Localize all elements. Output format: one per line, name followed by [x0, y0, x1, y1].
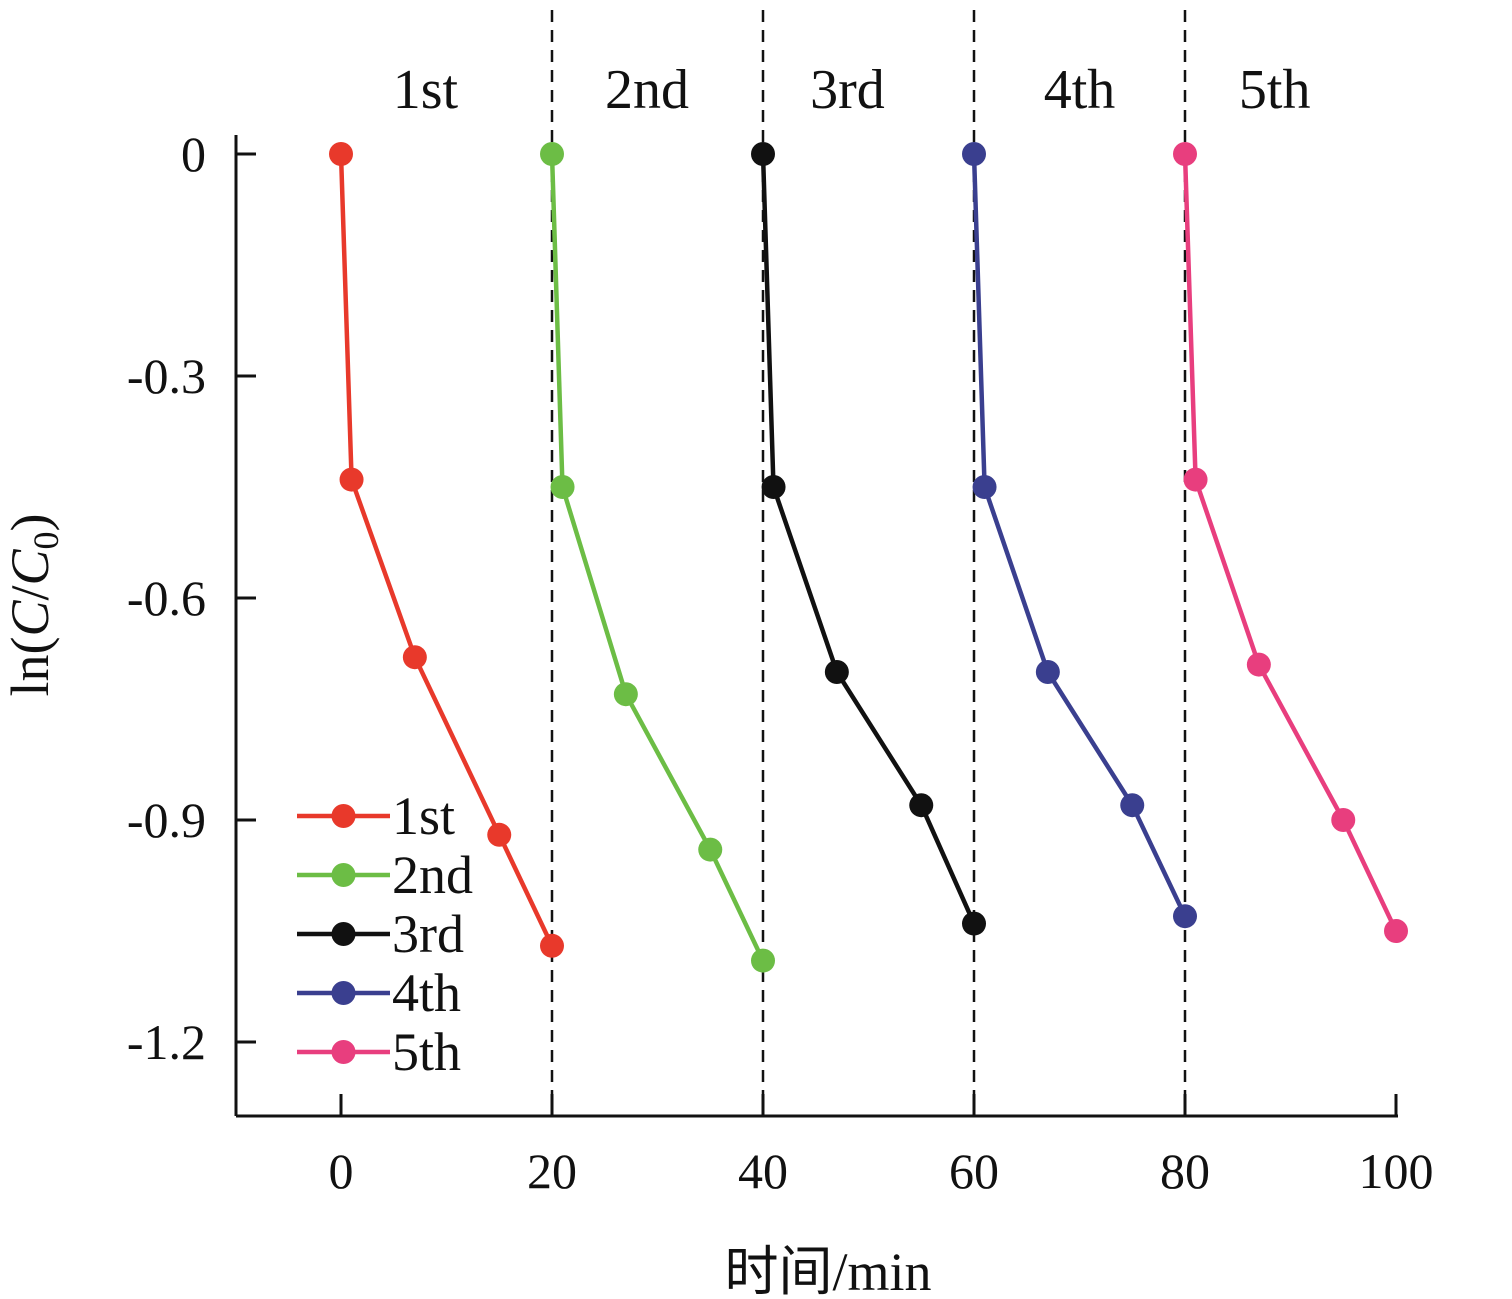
y-axis-title-suffix: )	[0, 513, 60, 531]
data-point	[1173, 904, 1197, 929]
series-line	[760, 153, 977, 925]
legend-marker	[331, 863, 356, 887]
series-3rd	[751, 142, 986, 936]
y-tick-label: -1.2	[127, 1014, 206, 1070]
data-point	[761, 475, 786, 499]
series-2nd	[540, 142, 775, 973]
legend-label: 2nd	[392, 845, 473, 905]
y-tick-label: 0	[181, 126, 206, 182]
y-axis-title-c1: C	[0, 600, 60, 637]
y-axis-title-c2: C	[0, 548, 60, 585]
data-point	[824, 660, 849, 684]
data-point	[972, 475, 997, 499]
data-point	[962, 911, 986, 936]
data-point	[540, 933, 564, 958]
data-point	[698, 837, 723, 862]
legend-marker	[331, 922, 356, 946]
series-line	[1182, 153, 1399, 932]
legend-marker	[331, 804, 356, 828]
series-line	[971, 153, 1188, 918]
y-axis-title-prefix: ln(	[0, 637, 60, 697]
x-axis-title: 时间/min	[724, 1242, 931, 1299]
series-line	[549, 153, 766, 962]
data-point	[909, 793, 934, 818]
y-tick-label: -0.6	[127, 570, 206, 626]
cycle-label: 4th	[1044, 59, 1116, 121]
data-point	[487, 822, 512, 847]
x-tick-label: 80	[1160, 1143, 1210, 1199]
data-point	[540, 142, 564, 166]
data-point	[962, 142, 986, 166]
y-axis-title-slash: /	[0, 585, 60, 600]
cycle-boundaries: 1st 2nd 3rd 4th 5th	[393, 10, 1311, 1116]
x-tick-label: 100	[1359, 1143, 1434, 1199]
data-point	[402, 645, 427, 670]
y-tick-label: -0.3	[127, 348, 206, 404]
y-tick-label: -0.9	[127, 792, 206, 848]
x-tick-label: 40	[738, 1143, 788, 1199]
x-tick-label: 20	[527, 1143, 577, 1199]
legend-label: 4th	[392, 963, 461, 1023]
data-point	[550, 475, 575, 499]
data-point	[1173, 142, 1197, 166]
data-point	[1183, 467, 1208, 492]
legend-marker	[331, 981, 356, 1005]
legend-label: 1st	[392, 786, 455, 846]
data-point	[1120, 793, 1145, 818]
data-point	[751, 142, 775, 166]
series-layer	[329, 142, 1408, 973]
cycle-label: 5th	[1239, 59, 1311, 121]
data-point	[329, 142, 353, 166]
cycle-label: 1st	[393, 59, 459, 121]
series-4th	[962, 142, 1197, 929]
y-axis-title: ln(C/C0)	[0, 513, 66, 696]
data-point	[1384, 919, 1408, 943]
y-axis-title-subscript: 0	[26, 531, 66, 549]
cycle-label: 2nd	[605, 59, 689, 121]
data-point	[339, 467, 364, 492]
series-5th	[1173, 142, 1408, 943]
cycle-label: 3rd	[810, 59, 885, 121]
series-1st	[329, 142, 564, 958]
axes: 0 -0.3 -0.6 -0.9 -1.2 0 20 40 60 80 100	[127, 126, 1434, 1199]
x-tick-label: 0	[329, 1143, 354, 1199]
x-tick-label: 60	[949, 1143, 999, 1199]
data-point	[1246, 652, 1271, 677]
legend-label: 3rd	[392, 904, 464, 964]
data-point	[751, 948, 775, 973]
data-point	[613, 682, 638, 707]
legend-marker	[331, 1040, 356, 1064]
data-point	[1331, 808, 1356, 832]
data-point	[1035, 660, 1060, 684]
legend-label: 5th	[392, 1022, 461, 1082]
